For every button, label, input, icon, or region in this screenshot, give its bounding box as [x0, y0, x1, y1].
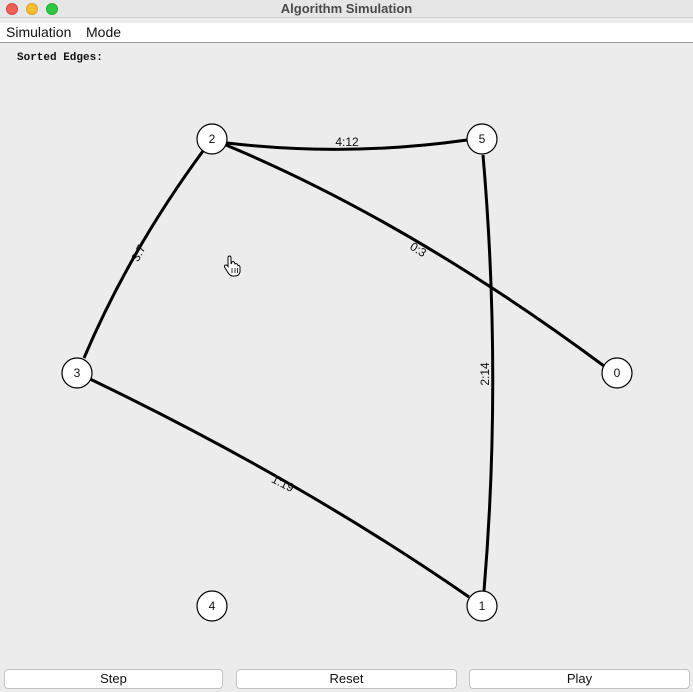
step-button[interactable]: Step: [4, 669, 223, 689]
sorted-edges-label: Sorted Edges:: [17, 52, 103, 64]
edge-label-3-1: 1:19: [269, 472, 296, 495]
graph-canvas[interactable]: 4:12 0:3 3:7 2:14 1:19 2 5 3 0 4 1: [0, 43, 693, 665]
edge-3-1: [89, 377, 470, 599]
edge-label-2-5: 4:12: [335, 135, 359, 149]
edge-label-5-1: 2:14: [478, 362, 492, 386]
edge-5-1: [481, 154, 495, 592]
maximize-window-button[interactable]: [46, 3, 58, 15]
hand-cursor-icon: [223, 255, 241, 277]
edge-2-5: [226, 138, 468, 151]
graph-node[interactable]: 0: [601, 357, 633, 389]
menu-mode[interactable]: Mode: [86, 24, 122, 40]
graph-node[interactable]: 1: [466, 590, 498, 622]
node-label: 0: [614, 366, 621, 380]
node-label: 3: [74, 366, 81, 380]
play-button[interactable]: Play: [469, 669, 690, 689]
menu-bar: Simulation Mode: [0, 23, 693, 43]
title-bar: Algorithm Simulation: [0, 0, 693, 18]
node-label: 1: [479, 599, 486, 613]
graph-node[interactable]: 2: [196, 123, 228, 155]
graph-node[interactable]: 4: [196, 590, 228, 622]
menu-simulation[interactable]: Simulation: [6, 24, 72, 40]
window-title: Algorithm Simulation: [280, 1, 413, 16]
minimize-window-button[interactable]: [26, 3, 38, 15]
edge-2-3: [82, 150, 205, 359]
reset-button[interactable]: Reset: [236, 669, 457, 689]
node-label: 4: [209, 599, 216, 613]
graph-node[interactable]: 3: [61, 357, 93, 389]
edge-label-2-0: 0:3: [407, 239, 429, 260]
node-label: 5: [479, 132, 486, 146]
edge-2-0: [225, 143, 605, 368]
node-label: 2: [209, 132, 216, 146]
graph-node[interactable]: 5: [466, 123, 498, 155]
close-window-button[interactable]: [6, 3, 18, 15]
